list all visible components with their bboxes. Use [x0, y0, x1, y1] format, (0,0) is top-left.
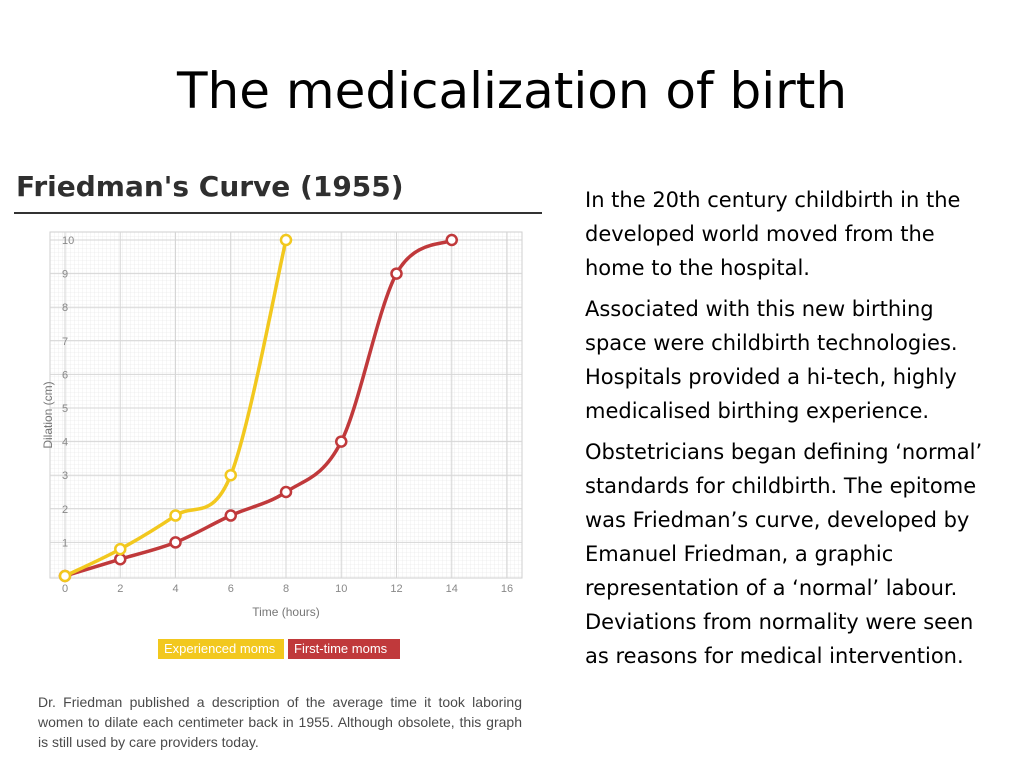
x-tick-label: 2 — [117, 583, 123, 595]
data-point-experienced-moms — [114, 542, 127, 556]
data-point-experienced-moms — [58, 569, 72, 583]
x-tick-label: 0 — [62, 583, 68, 595]
x-tick-label: 8 — [283, 583, 289, 595]
y-tick-label: 3 — [62, 470, 68, 482]
data-point-experienced-moms — [279, 233, 293, 247]
series-group — [58, 233, 458, 583]
data-point-experienced-moms — [169, 509, 182, 522]
body-text: In the 20th century childbirth in the de… — [585, 183, 1000, 680]
legend-first-time-moms: First-time moms — [288, 639, 400, 659]
legend-experienced-moms: Experienced moms — [158, 639, 284, 659]
x-tick-label: 6 — [228, 583, 234, 595]
y-tick-label: 8 — [62, 302, 68, 314]
y-axis-label: Dilation (cm) — [41, 381, 55, 448]
y-tick-label: 9 — [62, 269, 68, 281]
data-point-first-time-moms — [169, 536, 182, 549]
paragraph-1: In the 20th century childbirth in the de… — [585, 188, 961, 280]
y-tick-label: 7 — [62, 336, 68, 348]
paragraph-3: Obstetricians began defining ‘normal’ st… — [585, 440, 983, 668]
y-tick-label: 2 — [62, 504, 68, 516]
chart-caption: Dr. Friedman published a description of … — [38, 694, 522, 750]
slide-title: The medicalization of birth — [176, 62, 848, 120]
y-tick-label: 5 — [62, 403, 68, 415]
data-point-first-time-moms — [114, 552, 127, 566]
x-tick-label: 4 — [172, 583, 178, 595]
chart-title: Friedman's Curve (1955) — [16, 170, 404, 203]
y-tick-label: 1 — [62, 537, 68, 549]
data-point-first-time-moms — [390, 267, 403, 280]
data-point-first-time-moms — [445, 233, 458, 247]
x-tick-label: 16 — [501, 583, 513, 595]
x-tick-label: 10 — [335, 583, 347, 595]
x-tick-label: 12 — [390, 583, 402, 595]
y-tick-label: 10 — [62, 235, 74, 247]
y-tick-label: 4 — [62, 437, 68, 449]
data-point-experienced-moms — [224, 468, 237, 482]
chart-title-underline — [14, 212, 542, 214]
data-point-first-time-moms — [279, 485, 293, 499]
paragraph-2: Associated with this new birthing space … — [585, 297, 958, 423]
x-axis-label: Time (hours) — [252, 605, 320, 619]
y-tick-label: 6 — [62, 369, 68, 381]
data-point-first-time-moms — [224, 509, 237, 522]
x-tick-label: 14 — [446, 583, 458, 595]
x-tick-labels: 0 2 4 6 8 10 12 14 16 — [62, 583, 513, 595]
y-tick-labels: 1 2 3 4 5 6 7 8 9 10 — [62, 235, 74, 549]
data-point-first-time-moms — [335, 435, 348, 448]
